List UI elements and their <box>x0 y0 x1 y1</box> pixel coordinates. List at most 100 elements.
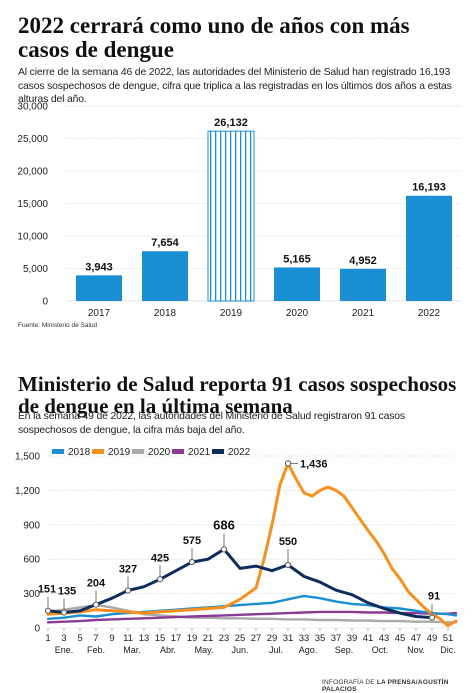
y-tick-label: 600 <box>23 555 40 566</box>
bar-value-label: 7,654 <box>151 237 179 249</box>
x-tick-label: 31 <box>283 633 294 644</box>
legend-swatch-2022 <box>212 449 224 454</box>
y-tick-label: 1,200 <box>15 486 40 497</box>
x-tick-label: 9 <box>109 633 114 644</box>
chart-title-cases-by-year: 2022 cerrará como uno de años con más ca… <box>18 13 410 62</box>
x-tick-label: 3 <box>61 633 66 644</box>
chart-subtitle-cases-by-year: Al cierre de la semana 46 de 2022, las a… <box>18 67 452 105</box>
x-tick-label: 17 <box>171 633 182 644</box>
bar-value-label: 4,952 <box>349 255 377 267</box>
bar-chart-cases-by-year: 0 5,000 10,000 15,000 20,000 25,000 30,000 3,94… <box>17 102 462 319</box>
annotation-dot <box>44 607 52 614</box>
y-tick-label: 30,000 <box>17 102 48 113</box>
bar-value-label: 5,165 <box>283 253 311 265</box>
x-tick-label: 5 <box>77 633 82 644</box>
x-tick-label: 21 <box>203 633 214 644</box>
x-tick-label: 11 <box>123 633 133 644</box>
bar-2020 <box>274 267 320 301</box>
y-tick-label: 0 <box>42 297 48 308</box>
x-tick-label: 47 <box>411 633 422 644</box>
month-label: Mar. <box>123 645 141 655</box>
bar-2022 <box>406 195 452 301</box>
annotation-dot <box>92 601 100 608</box>
x-tick-label: 37 <box>331 633 342 644</box>
legend-swatch-2018 <box>52 449 64 454</box>
legend-label-2020: 2020 <box>148 447 171 458</box>
x-tick-label: 39 <box>347 633 358 644</box>
x-tick-label: 29 <box>267 633 278 644</box>
annotation-label: 204 <box>87 578 106 590</box>
month-label: May. <box>195 645 214 655</box>
legend-label-2021: 2021 <box>188 447 211 458</box>
legend-swatch-2020 <box>132 449 144 454</box>
annotation-label: 1,436 <box>300 458 328 470</box>
annotation-dot <box>284 561 292 569</box>
x-tick-label: 35 <box>315 633 326 644</box>
x-tick-label: 2021 <box>352 308 375 319</box>
y-tick-label: 20,000 <box>17 167 48 178</box>
legend-label-2022: 2022 <box>228 447 251 458</box>
chart-title-weekly-cases: Ministerio de Salud reporta 91 casos sos… <box>18 372 457 418</box>
month-label: Jul. <box>269 645 283 655</box>
credit-prefix: INFOGRAFÍA DE <box>322 679 377 686</box>
x-tick-label: 45 <box>395 633 406 644</box>
x-tick-label: 43 <box>379 633 390 644</box>
y-tick-label: 5,000 <box>23 264 48 275</box>
annotation-label: 151 <box>38 584 56 596</box>
bar-2021 <box>340 268 386 301</box>
credit-name: LA PRENSA/AGUSTÍN PALACIOS <box>322 679 449 693</box>
x-tick-label: 2020 <box>286 308 309 319</box>
bar-2018 <box>142 251 188 301</box>
annotation-dot <box>428 614 436 621</box>
x-tick-label: 2017 <box>88 308 111 319</box>
month-label: Ago. <box>299 645 318 655</box>
series-line-2018 <box>46 594 458 620</box>
x-tick-label: 41 <box>363 633 374 644</box>
x-tick-label: 51 <box>443 633 454 644</box>
bar-value-label: 16,193 <box>412 182 446 194</box>
x-tick-label: 2019 <box>220 308 243 319</box>
x-tick-label: 2018 <box>154 308 177 319</box>
annotation-label: 575 <box>183 535 201 547</box>
x-tick-label: 25 <box>235 633 246 644</box>
month-label: Abr. <box>160 645 176 655</box>
series-line-2019 <box>46 461 458 628</box>
x-tick-label: 19 <box>187 633 198 644</box>
x-tick-label: 33 <box>299 633 310 644</box>
month-label: Sep. <box>335 645 354 655</box>
bar-2019 <box>207 130 255 302</box>
chart-subtitle-weekly-cases: En la semana 49 de 2022, las autoridades… <box>18 411 405 436</box>
annotation-label: 91 <box>428 591 440 603</box>
annotation-label: 425 <box>151 552 169 564</box>
annotation-label: 550 <box>279 536 297 548</box>
x-tick-label: 23 <box>219 633 230 644</box>
annotation-dot <box>124 587 132 594</box>
legend-swatch-2019 <box>92 449 104 454</box>
month-label: Dic. <box>440 645 456 655</box>
x-tick-label: 27 <box>251 633 262 644</box>
annotation-dot <box>284 460 292 467</box>
annotation-dot <box>60 609 68 616</box>
series-line-2022 <box>46 547 434 620</box>
x-tick-label: 1 <box>45 633 50 644</box>
legend-swatch-2021 <box>172 449 184 454</box>
x-tick-label: 13 <box>139 633 150 644</box>
infographic-credit: INFOGRAFÍA DE LA PRENSA/AGUSTÍN PALACIOS <box>322 679 474 693</box>
y-tick-label: 1,500 <box>15 452 40 463</box>
annotation-label: 327 <box>119 564 137 576</box>
annotation-label: 135 <box>58 586 76 598</box>
y-tick-label: 300 <box>23 589 40 600</box>
month-label: Jun. <box>231 645 248 655</box>
y-tick-label: 0 <box>34 624 40 635</box>
annotation-dot <box>156 576 164 583</box>
bar-value-label: 3,943 <box>85 261 113 273</box>
series-line-2020 <box>46 603 458 624</box>
y-tick-label: 25,000 <box>17 134 48 145</box>
source-note: Fuente: Ministerio de Salud <box>18 322 98 329</box>
y-tick-label: 10,000 <box>17 232 48 243</box>
annotation-label: 686 <box>213 517 235 532</box>
annotation-dot <box>220 546 228 553</box>
bar-value-label: 26,132 <box>214 117 248 129</box>
y-tick-label: 900 <box>23 520 40 531</box>
x-tick-label: 2022 <box>418 308 441 319</box>
